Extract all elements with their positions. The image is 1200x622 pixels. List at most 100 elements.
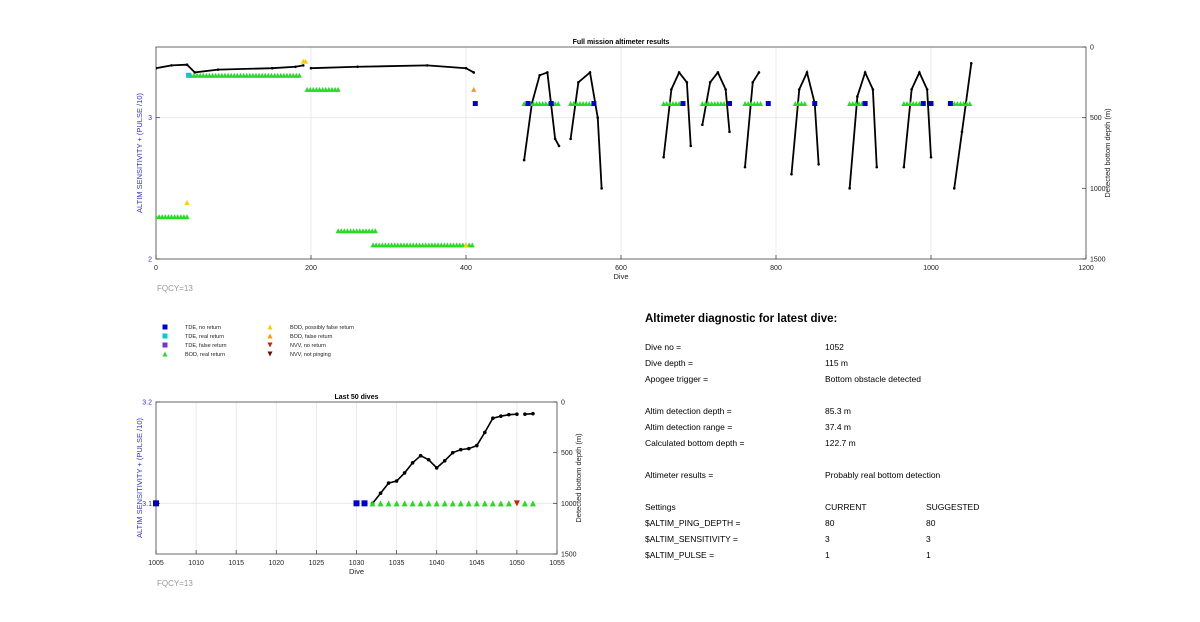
- y-tick-label: 3: [148, 115, 152, 122]
- altim-depth-row: Altim detection depth = 85.3 m: [645, 406, 1065, 422]
- bottom-depth-point: [450, 450, 455, 455]
- status-marker: [505, 500, 512, 507]
- bottom-depth-point: [952, 187, 956, 190]
- status-marker: [812, 101, 818, 107]
- bottom-depth-line: [156, 63, 304, 74]
- x-tick-label: 400: [460, 265, 472, 272]
- status-marker: [472, 101, 478, 107]
- status-marker: [465, 500, 472, 507]
- legend-marker: [267, 324, 273, 330]
- status-marker: [862, 101, 868, 107]
- altim-depth-value: 85.3 m: [825, 406, 851, 416]
- bottom-depth-point: [902, 165, 906, 169]
- bottom-depth-point: [515, 412, 519, 416]
- legend-marker: [162, 333, 168, 339]
- legend-marker: [162, 351, 168, 357]
- setting-name: $ALTIM_PING_DEPTH =: [645, 518, 741, 528]
- bottom-depth-point: [309, 66, 313, 70]
- bottom-depth-line: [569, 70, 603, 189]
- x-tick-label: 0: [154, 265, 158, 272]
- bottom-depth-point: [464, 66, 468, 70]
- status-marker: [521, 500, 528, 507]
- bottom-depth-point: [848, 187, 851, 190]
- results-label: Altimeter results =: [645, 470, 714, 480]
- status-marker: [513, 500, 520, 507]
- status-marker: [591, 101, 597, 107]
- bottom-depth-point: [531, 411, 535, 416]
- x-tick-label: 1010: [188, 560, 204, 567]
- bottom-depth-point: [863, 71, 867, 74]
- dive-no-row: Dive no = 1052: [645, 342, 1065, 358]
- suggested-label: SUGGESTED: [926, 502, 980, 512]
- bottom-depth-point: [557, 144, 561, 148]
- bottom-depth-point: [805, 71, 809, 74]
- diagnostic-title: Altimeter diagnostic for latest dive:: [645, 313, 838, 325]
- bod-real-marker: [184, 214, 190, 220]
- y2-tick-label: 1500: [561, 552, 577, 559]
- y-axis-label: ALTIM SENSITIVITY + (PULSE /10): [135, 418, 144, 538]
- calc-bottom-value: 122.7 m: [825, 438, 856, 448]
- dive-depth-value: 115 m: [825, 358, 848, 368]
- bottom-depth-point: [466, 446, 471, 451]
- results-row: Altimeter results = Probably real bottom…: [645, 470, 1065, 486]
- settings-header-row: Settings CURRENT SUGGESTED: [645, 502, 1065, 518]
- status-marker: [433, 500, 440, 507]
- calc-bottom-label: Calculated bottom depth =: [645, 438, 745, 448]
- bottom-depth-point: [523, 412, 527, 416]
- setting-row: $ALTIM_PING_DEPTH = 80 80: [645, 518, 1065, 534]
- bottom-depth-point: [410, 461, 415, 465]
- plot-area: [370, 411, 535, 506]
- setting-name: $ALTIM_SENSITIVITY =: [645, 534, 738, 544]
- apogee-row: Apogee trigger = Bottom obstacle detecte…: [645, 374, 1065, 390]
- x-tick-label: 1030: [349, 560, 365, 567]
- bod-real-marker: [469, 242, 475, 248]
- x-axis-label: Dive: [613, 272, 628, 281]
- bod-real-marker: [335, 86, 341, 92]
- fqcy-annotation: FQCY=13: [157, 284, 193, 293]
- status-marker: [548, 101, 554, 107]
- x-tick-label: 1005: [148, 560, 164, 567]
- status-marker: [489, 500, 496, 507]
- bod-real-marker: [721, 101, 727, 107]
- results-value: Probably real bottom detection: [825, 470, 941, 480]
- status-marker: [417, 500, 424, 507]
- status-marker: [497, 500, 504, 507]
- x-tick-label: 1055: [549, 560, 565, 567]
- bottom-depth-point: [425, 64, 429, 67]
- bod-real-marker: [296, 72, 302, 78]
- bottom-depth-point: [708, 81, 712, 84]
- status-marker: [481, 500, 488, 507]
- y-tick-label: 3.2: [142, 400, 152, 407]
- status-marker: [525, 101, 531, 107]
- setting-row: $ALTIM_PULSE = 1 1: [645, 550, 1065, 566]
- status-marker: [409, 500, 416, 507]
- legend-label: BOD, false return: [290, 334, 333, 340]
- fqcy-annotation: FQCY=13: [157, 579, 193, 588]
- x-tick-label: 600: [615, 265, 627, 272]
- y2-tick-label: 1000: [561, 501, 577, 508]
- bottom-depth-point: [925, 88, 929, 91]
- bottom-depth-point: [685, 81, 689, 84]
- bottom-depth-point: [875, 165, 879, 169]
- bottom-depth-point: [434, 466, 439, 470]
- bottom-depth-point: [757, 71, 761, 74]
- y2-tick-label: 500: [561, 450, 573, 457]
- bottom-depth-line: [371, 413, 517, 504]
- dive-depth-row: Dive depth = 115 m: [645, 358, 1065, 374]
- bottom-depth-point: [378, 491, 383, 496]
- bottom-depth-point: [743, 165, 747, 169]
- bod-real-marker: [967, 101, 973, 107]
- status-marker: [303, 58, 309, 64]
- bottom-depth-point: [588, 71, 592, 74]
- bottom-depth-point: [507, 412, 511, 417]
- apogee-label: Apogee trigger =: [645, 374, 709, 384]
- legend-label: NVV, no return: [290, 343, 326, 349]
- bottom-depth-point: [553, 137, 557, 141]
- status-marker: [186, 72, 192, 78]
- apogee-value: Bottom obstacle detected: [825, 374, 921, 384]
- status-marker: [369, 500, 376, 507]
- y2-tick-label: 0: [1090, 45, 1094, 52]
- x-tick-label: 1035: [389, 560, 405, 567]
- status-marker: [153, 500, 159, 507]
- y2-tick-label: 1500: [1090, 257, 1106, 264]
